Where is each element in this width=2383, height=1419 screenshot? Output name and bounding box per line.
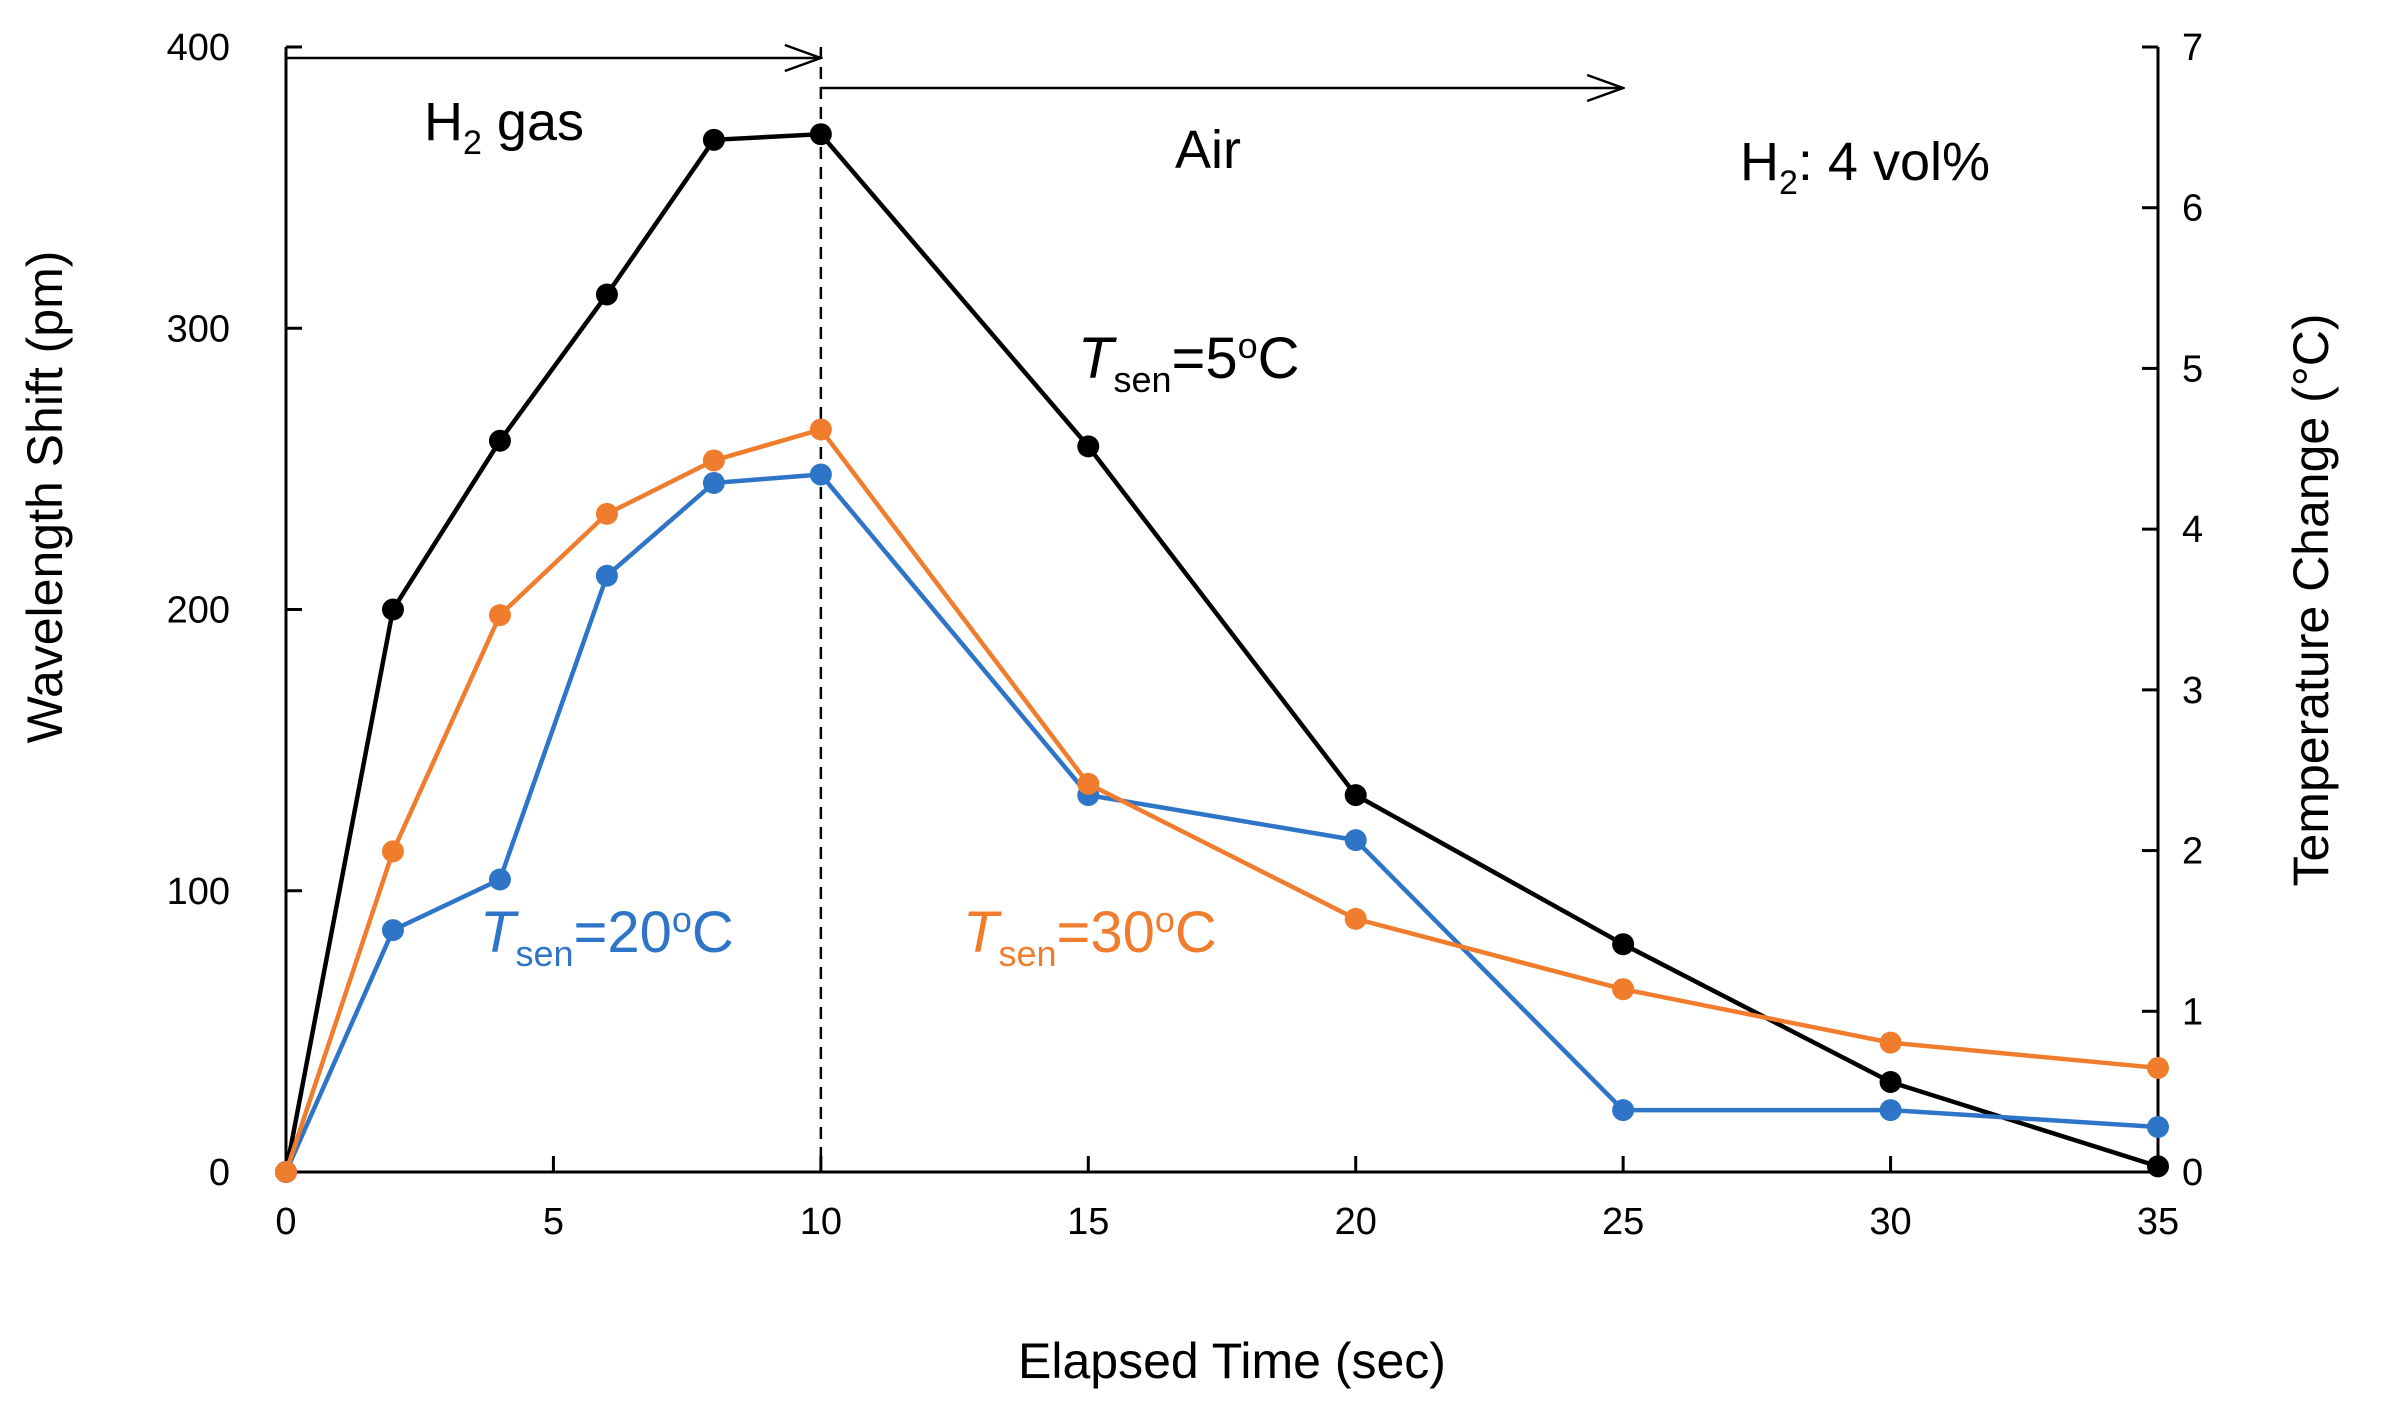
data-point — [488, 868, 511, 891]
y2-tick-label: 5 — [2182, 348, 2203, 390]
data-point — [702, 471, 725, 494]
series-label-20c-rest: =20 — [573, 900, 671, 965]
x-tick-label: 25 — [1602, 1201, 1644, 1243]
data-point — [809, 418, 832, 441]
h2-conc-rest: : 4 vol% — [1798, 132, 1990, 192]
y2-tick-label: 3 — [2182, 670, 2203, 712]
series-label-20c-sub: sen — [515, 933, 573, 974]
series-label-20c: Tsen=20oC — [480, 899, 734, 974]
x-tick-label: 20 — [1335, 1201, 1377, 1243]
h2-gas-sub: 2 — [463, 124, 482, 162]
data-point — [702, 449, 725, 472]
y2-tick-label: 0 — [2182, 1152, 2203, 1194]
x-tick-label: 35 — [2137, 1201, 2179, 1243]
series-line — [283, 472, 2159, 1173]
axes — [284, 47, 2160, 1174]
y-tick-label: 100 — [167, 871, 230, 913]
data-point — [595, 564, 618, 587]
series-label-5c: Tsen=5oC — [1078, 325, 1300, 400]
data-point — [2147, 1155, 2169, 1178]
annotations — [286, 47, 1623, 1172]
data-point — [809, 463, 832, 486]
h2-conc-label: H2: 4 vol% — [1740, 132, 1990, 202]
x-tick-label: 0 — [275, 1201, 296, 1243]
x-tick-label: 5 — [543, 1201, 564, 1243]
data-point — [1879, 1099, 1902, 1122]
y-axis-title: Wavelength Shift (pm) — [17, 251, 73, 744]
series-label-5c-rest: =5 — [1171, 326, 1237, 391]
series-label-5c-sub: sen — [1113, 359, 1171, 400]
series-label-30c: Tsen=30oC — [963, 899, 1217, 974]
y-tick-label: 200 — [167, 590, 230, 632]
h2-gas-main: H — [424, 92, 463, 152]
data-point — [488, 604, 511, 627]
y2-tick-label: 7 — [2182, 27, 2203, 69]
data-point — [1077, 772, 1100, 795]
data-point — [1879, 1071, 1902, 1093]
series-label-5c-unit: C — [1258, 326, 1300, 391]
series-label-30c-main: T — [963, 900, 1002, 965]
data-point — [488, 429, 511, 452]
x-tick-label: 15 — [1067, 1201, 1109, 1243]
y2-tick-label: 2 — [2182, 831, 2203, 873]
series-label-5c-sup: o — [1238, 325, 1258, 366]
data-point — [1612, 978, 1635, 1001]
y-tick-label: 0 — [209, 1152, 230, 1194]
data-point — [1077, 435, 1100, 458]
data-point — [1344, 829, 1367, 852]
series-line — [283, 131, 2159, 1173]
data-point — [595, 283, 618, 306]
data-point — [381, 919, 404, 942]
data-point — [381, 598, 404, 621]
series-label-20c-sup: o — [672, 899, 692, 940]
data-point — [702, 128, 725, 151]
series-label-20c-unit: C — [692, 900, 734, 965]
series-layer — [275, 123, 2169, 1183]
data-point — [2147, 1116, 2169, 1138]
series-label-30c-sup: o — [1155, 899, 1175, 940]
h2-conc-sub: 2 — [1779, 164, 1798, 202]
data-point — [381, 840, 404, 863]
y-tick-label: 300 — [167, 308, 230, 350]
series-3 — [275, 418, 2169, 1183]
data-point — [595, 502, 618, 525]
data-point — [2147, 1056, 2169, 1079]
x-tick-label: 10 — [800, 1201, 842, 1243]
y-tick-label: 400 — [167, 27, 230, 69]
series-1 — [275, 123, 2169, 1183]
y2-tick-label: 4 — [2182, 509, 2203, 551]
data-point — [1612, 933, 1635, 956]
series-label-30c-unit: C — [1175, 900, 1217, 965]
x-tick-label: 30 — [1869, 1201, 1911, 1243]
data-point — [1344, 784, 1367, 807]
y2-tick-label: 1 — [2182, 991, 2203, 1033]
h2-gas-rest: gas — [482, 92, 584, 152]
series-line — [283, 427, 2159, 1173]
y2-axis-title: Temperature Change (°C) — [2283, 313, 2339, 886]
data-point — [1879, 1031, 1902, 1054]
y2-tick-label: 6 — [2182, 188, 2203, 230]
data-point — [809, 123, 832, 146]
series-label-5c-main: T — [1078, 326, 1117, 391]
data-point — [275, 1161, 297, 1183]
h2-conc-main: H — [1740, 132, 1779, 192]
air-label: Air — [1175, 120, 1241, 180]
data-point — [1612, 1099, 1635, 1122]
series-label-30c-rest: =30 — [1056, 900, 1154, 965]
series-label-20c-main: T — [480, 900, 519, 965]
h2-gas-label: H2 gas — [424, 92, 584, 162]
series-label-30c-sub: sen — [998, 933, 1056, 974]
data-point — [1344, 907, 1367, 930]
x-axis-title: Elapsed Time (sec) — [1018, 1333, 1446, 1389]
